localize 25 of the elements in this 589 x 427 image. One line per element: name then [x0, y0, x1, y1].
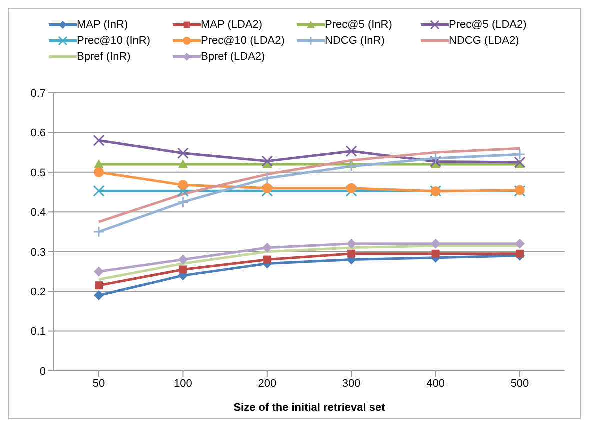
x-tick-label: 400 [426, 378, 445, 390]
y-tick-label: 0.4 [30, 207, 46, 220]
legend-label: Prec@5 (LDA2) [449, 19, 527, 31]
y-tick-label: 0.1 [30, 326, 46, 338]
legend-label: NDCG (InR) [325, 35, 385, 47]
legend-label: Bpref (InR) [77, 51, 131, 63]
x-tick-label: 500 [510, 378, 530, 390]
x-tick-label: 100 [174, 378, 192, 390]
legend-label: MAP (LDA2) [201, 19, 263, 31]
x-axis-title: Size of the initial retrieval set [234, 402, 386, 414]
y-tick-label: 0.5 [30, 167, 46, 180]
y-tick-label: 0.2 [30, 286, 46, 298]
y-tick-label: 0 [40, 366, 46, 378]
legend-label: MAP (InR) [77, 19, 128, 31]
legend-label: Bpref (LDA2) [201, 51, 266, 63]
y-tick-label: 0.7 [30, 88, 46, 100]
y-tick-label: 0.6 [30, 128, 46, 140]
x-tick-label: 300 [342, 378, 361, 390]
legend-label: Prec@5 (InR) [325, 19, 392, 31]
legend-label: Prec@10 (LDA2) [201, 35, 285, 47]
legend-label: Prec@10 (InR) [77, 35, 151, 47]
x-tick-label: 200 [258, 378, 277, 390]
legend-label: NDCG (LDA2) [449, 35, 520, 47]
y-tick-label: 0.3 [30, 246, 46, 259]
x-tick-label: 50 [92, 378, 106, 390]
